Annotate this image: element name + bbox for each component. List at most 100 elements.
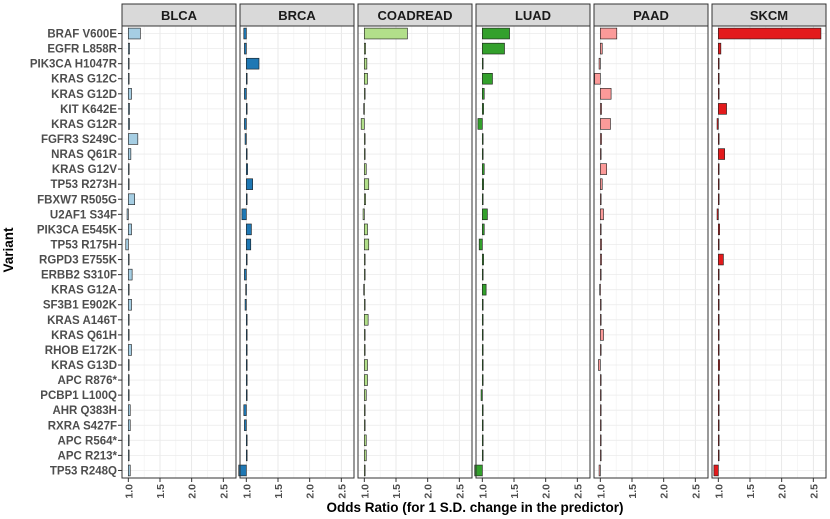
y-tick-label-erbb2-s310f: ERBB2 S310F: [41, 270, 117, 282]
bar-blca-ahr-q383h: AHR Q383H: 1.03: [128, 404, 131, 416]
bar-brca-rxra-s427f: RXRA S427F: 0.97: [244, 419, 247, 431]
bar-coadread-kras-g12r: KRAS G12R: 0.95: [360, 118, 365, 130]
bar-coadread-sf3b1-e902k: SF3B1 E902K: 1: [364, 299, 366, 311]
x-tick-label-brca-1-0: 1.0: [241, 484, 253, 499]
facet-panel-blca: BLCA BRAF V600E: 1.19 EGFR L858R: 1.02 PIK3…: [121, 3, 237, 499]
bar-paad-ahr-q383h: AHR Q383H: 1: [600, 404, 602, 416]
x-tick-label-skcm-1-5: 1.5: [745, 484, 757, 499]
bar-paad-rxra-s427f: RXRA S427F: 1.01: [600, 419, 602, 431]
bar-paad-egfr-l858r: EGFR L858R: 1.03: [600, 42, 603, 55]
y-tick-label-kras-g13d: KRAS G13D: [51, 360, 117, 372]
bar-luad-sf3b1-e902k: SF3B1 E902K: 1: [482, 299, 484, 311]
facet-panel-luad: LUAD BRAF V600E: 1.43 EGFR L858R: 1.35 PIK3…: [474, 3, 591, 499]
facet-title-paad: PAAD: [633, 8, 669, 23]
bar-skcm-kras-g13d: KRAS G13D: 1.02: [718, 359, 720, 371]
bar-coadread-egfr-l858r: EGFR L858R: 1.02: [364, 42, 366, 55]
y-axis-title: Variant: [1, 227, 16, 273]
facet-title-brca: BRCA: [278, 8, 316, 23]
bar-coadread-u2af1-s34f: U2AF1 S34F: 0.98: [362, 208, 365, 221]
bar-skcm-apc-r876: APC R876*: 1: [718, 374, 720, 386]
x-tick-label-coadread-1-5: 1.5: [391, 484, 403, 499]
bar-coadread-tp53-r273h: TP53 R273H: 1.07: [364, 178, 370, 190]
bar-skcm-kras-g12c: KRAS G12C: 1: [718, 73, 720, 85]
y-tick-label-pcbp1-l100q: PCBP1 L100Q: [40, 390, 117, 402]
panel-border: [121, 25, 237, 479]
x-tick-label-brca-2-0: 2.0: [305, 484, 317, 499]
bar-luad-kras-g12a: KRAS G12A: 1.06: [482, 283, 487, 296]
bar-luad-ahr-q383h: AHR Q383H: 1: [482, 404, 484, 416]
x-tick-label-blca-1-0: 1.0: [123, 484, 135, 499]
bar-skcm-u2af1-s34f: U2AF1 S34F: 0.98: [716, 208, 719, 221]
y-tick-label-rxra-s427f: RXRA S427F: [48, 420, 117, 432]
bar-coadread-kras-a146t: KRAS A146T: 1.06: [364, 314, 369, 326]
bar-brca-kit-k642e: KIT K642E: 1: [246, 103, 248, 115]
bar-skcm-ahr-q383h: AHR Q383H: 1: [718, 404, 720, 416]
bar-blca-pik3ca-h1047r: PIK3CA H1047R: 1: [128, 57, 130, 70]
bar-luad-kras-q61h: KRAS Q61H: 1: [482, 329, 484, 341]
bar-luad-kras-a146t: KRAS A146T: 1: [482, 314, 484, 326]
bar-luad-tp53-r273h: TP53 R273H: 1.02: [482, 178, 484, 190]
bar-coadread-kras-g12a: KRAS G12A: 0.99: [363, 283, 365, 296]
y-tick-label-kras-q61h: KRAS Q61H: [51, 330, 117, 342]
facet-panel-skcm: SKCM BRAF V600E: 2.62 EGFR L858R: 1.04 PIK3…: [711, 3, 827, 499]
y-tick-label-fgfr3-s249c: FGFR3 S249C: [41, 134, 117, 146]
bar-paad-kras-g12a: KRAS G12A: 0.99: [599, 283, 601, 296]
bar-skcm-tp53-r273h: TP53 R273H: 1.01: [718, 178, 720, 190]
bar-luad-rxra-s427f: RXRA S427F: 1: [482, 419, 484, 431]
bar-coadread-kras-g12c: KRAS G12C: 1.05: [364, 73, 368, 85]
y-tick-label-rhob-e172k: RHOB E172K: [45, 345, 118, 357]
bar-coadread-fgfr3-s249c: FGFR3 S249C: 1: [364, 133, 366, 145]
y-tick-label-apc-r213: APC R213*: [58, 450, 118, 462]
y-tick-label-ahr-q383h: AHR Q383H: [52, 405, 117, 417]
bar-luad-apc-r213: APC R213*: 1: [482, 449, 484, 462]
bar-blca-tp53-r175h: TP53 R175H: 0.96: [125, 238, 129, 251]
bar-luad-kit-k642e: KIT K642E: 1.02: [482, 103, 484, 115]
x-tick-label-blca-1-5: 1.5: [155, 484, 167, 499]
bar-brca-apc-r876: APC R876*: 1: [246, 374, 248, 386]
bar-skcm-rgpd3-e755k: RGPD3 E755K: 1.08: [718, 253, 724, 266]
y-tick-label-fbxw7-r505g: FBXW7 R505G: [37, 194, 117, 206]
panel-background: [594, 26, 708, 478]
bar-coadread-braf-v600e: BRAF V600E: 1.68: [364, 27, 408, 40]
bar-coadread-rgpd3-e755k: RGPD3 E755K: 1.01: [364, 253, 366, 266]
bar-blca-fbxw7-r505g: FBXW7 R505G: 1.1: [128, 193, 135, 205]
bar-brca-egfr-l858r: EGFR L858R: 0.97: [244, 42, 247, 55]
bar-coadread-rhob-e172k: RHOB E172K: 1: [364, 344, 366, 356]
bar-skcm-fbxw7-r505g: FBXW7 R505G: 1: [718, 193, 720, 205]
bar-coadread-pcbp1-l100q: PCBP1 L100Q: 1.03: [364, 389, 367, 401]
y-axis-labels: BRAF V600E EGFR L858R PIK3CA H1047R KRAS G1…: [30, 29, 122, 477]
bar-blca-pcbp1-l100q: PCBP1 L100Q: 1: [128, 389, 130, 401]
bar-paad-apc-r876: APC R876*: 1: [600, 374, 602, 386]
bar-skcm-rxra-s427f: RXRA S427F: 1: [718, 419, 720, 431]
bar-blca-nras-q61r: NRAS Q61R: 1.04: [128, 148, 132, 160]
bar-paad-nras-q61r: NRAS Q61R: 1: [600, 148, 602, 160]
bar-brca-fgfr3-s249c: FGFR3 S249C: 0.98: [244, 133, 247, 145]
bar-brca-tp53-r175h: TP53 R175H: 1.07: [246, 238, 252, 251]
bar-luad-apc-r564: APC R564*: 1: [482, 434, 484, 447]
bar-brca-ahr-q383h: AHR Q383H: 0.96: [243, 404, 247, 416]
y-tick-label-kras-g12c: KRAS G12C: [51, 74, 117, 86]
bar-luad-kras-g13d: KRAS G13D: 1: [482, 359, 484, 371]
facet-title-blca: BLCA: [161, 8, 198, 23]
y-tick-label-pik3ca-e545k: PIK3CA E545K: [37, 224, 118, 236]
bar-luad-pik3ca-h1047r: PIK3CA H1047R: 1: [482, 57, 484, 70]
panel-background: [712, 26, 826, 478]
bar-coadread-kras-g12v: KRAS G12V: 1.03: [364, 163, 367, 175]
bar-brca-rgpd3-e755k: RGPD3 E755K: 1: [246, 253, 248, 266]
bar-skcm-kras-g12d: KRAS G12D: 1: [718, 88, 720, 100]
bar-brca-tp53-r248q: TP53 R248Q: 0.88: [238, 464, 247, 477]
bar-blca-apc-r564: APC R564*: 1: [128, 434, 130, 447]
bar-luad-fbxw7-r505g: FBXW7 R505G: 1: [482, 193, 484, 205]
bar-skcm-rhob-e172k: RHOB E172K: 1: [718, 344, 720, 356]
bar-skcm-kit-k642e: KIT K642E: 1.13: [718, 103, 727, 115]
bar-paad-rgpd3-e755k: RGPD3 E755K: 1.02: [600, 253, 602, 266]
bar-luad-rhob-e172k: RHOB E172K: 1: [482, 344, 484, 356]
bar-paad-pik3ca-e545k: PIK3CA E545K: 1.01: [600, 223, 602, 236]
bar-blca-u2af1-s34f: U2AF1 S34F: 0.98: [126, 208, 129, 221]
panel-background: [358, 26, 472, 478]
panel-border: [711, 25, 827, 479]
bar-brca-kras-g12c: KRAS G12C: 1: [246, 73, 248, 85]
x-tick-label-luad-1-0: 1.0: [477, 484, 489, 499]
bar-brca-pcbp1-l100q: PCBP1 L100Q: 1: [246, 389, 248, 401]
bar-brca-kras-g13d: KRAS G13D: 1: [246, 359, 248, 371]
